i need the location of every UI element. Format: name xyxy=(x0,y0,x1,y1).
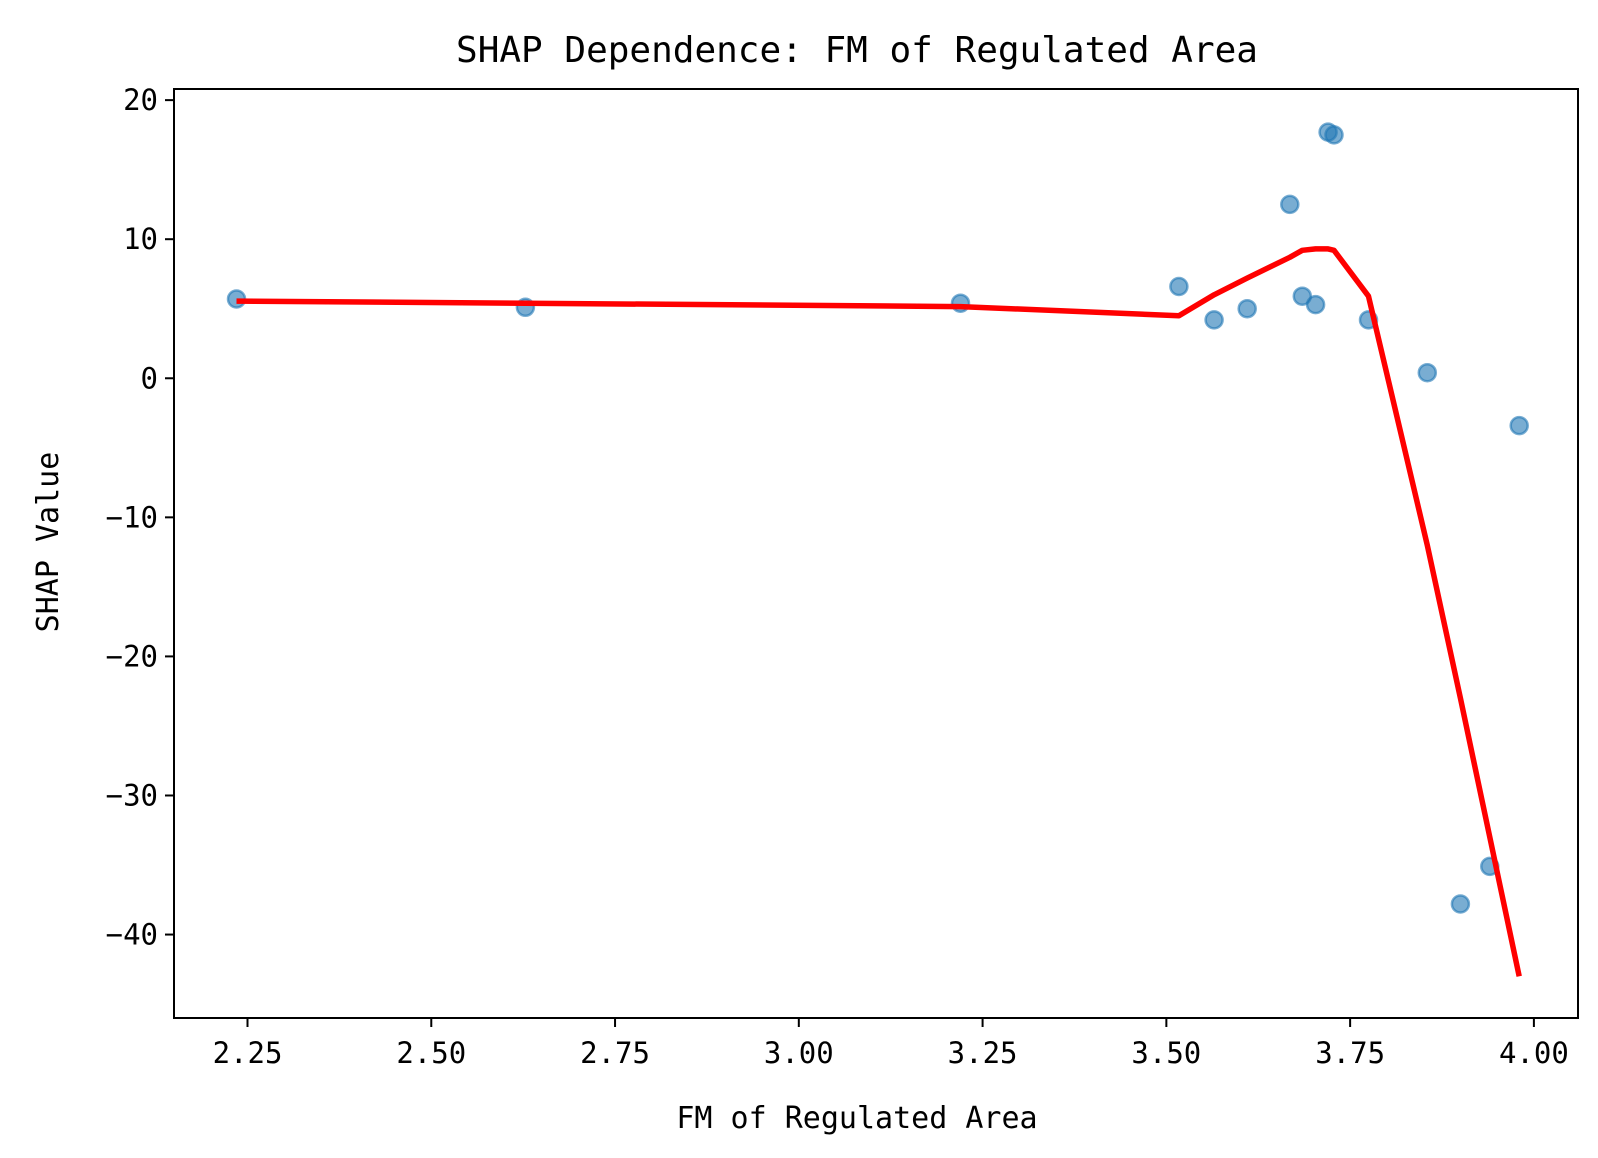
scatter-series xyxy=(226,122,1529,914)
x-tick-label: 4.00 xyxy=(1499,1036,1569,1070)
y-tick-label: −10 xyxy=(106,500,158,534)
scatter-point-4 xyxy=(1204,310,1224,330)
y-axis-label: SHAP Value xyxy=(31,452,66,633)
x-tick-label: 2.50 xyxy=(396,1036,466,1070)
y-tick-label: 20 xyxy=(123,83,158,117)
y-tick-label: −30 xyxy=(106,778,158,812)
x-tick-label: 3.50 xyxy=(1131,1036,1201,1070)
plot-frame xyxy=(173,88,1579,1019)
x-tick-label: 3.00 xyxy=(764,1036,834,1070)
y-tick-label: −40 xyxy=(106,918,158,952)
x-axis-label: FM of Regulated Area xyxy=(676,1101,1037,1136)
x-tick-label: 3.75 xyxy=(1315,1036,1385,1070)
y-tick-label: 0 xyxy=(141,361,158,395)
scatter-point-6 xyxy=(1280,194,1300,215)
trend-line xyxy=(236,246,1522,977)
x-tick-label: 2.75 xyxy=(580,1036,650,1070)
scatter-point-8 xyxy=(1305,294,1326,315)
x-tick-label: 3.25 xyxy=(948,1036,1018,1070)
y-axis-ticks: 20 10 0 −10 −20 −30 −40 xyxy=(106,83,174,952)
scatter-point-15 xyxy=(1509,415,1529,436)
scatter-point-12 xyxy=(1417,362,1438,383)
x-axis-ticks: 2.25 2.50 2.75 3.00 3.25 3.50 3.75 4.00 xyxy=(213,1018,1569,1070)
scatter-point-13 xyxy=(1450,894,1471,914)
chart-title: SHAP Dependence: FM of Regulated Area xyxy=(456,30,1258,71)
scatter-point-3 xyxy=(1169,276,1189,297)
scatter-point-10 xyxy=(1324,125,1344,145)
y-tick-label: −20 xyxy=(106,639,158,673)
scatter-point-5 xyxy=(1237,298,1257,319)
plot-area xyxy=(226,122,1529,977)
y-tick-label: 10 xyxy=(123,222,158,256)
x-tick-label: 2.25 xyxy=(213,1036,283,1070)
